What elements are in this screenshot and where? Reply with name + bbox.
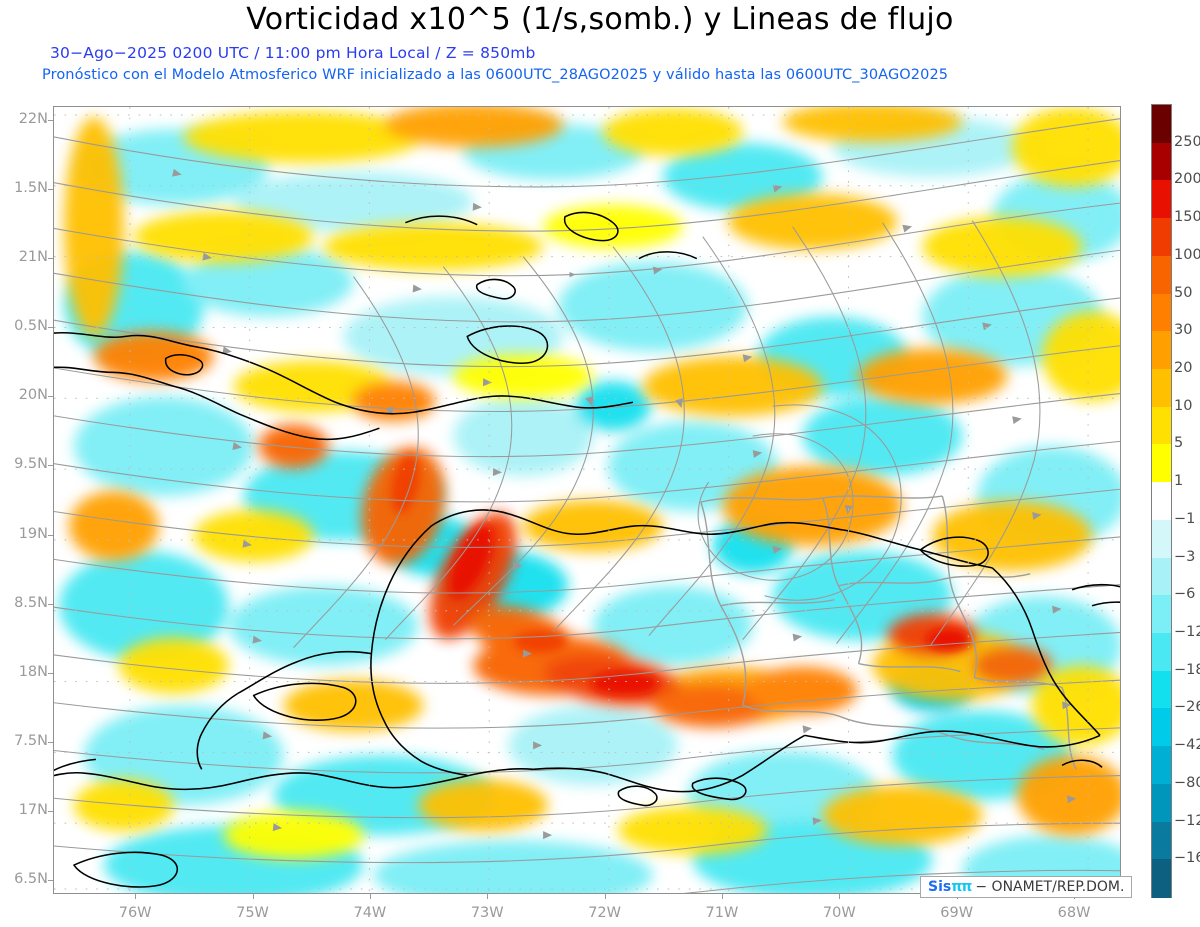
subtitle-model-info: Pronóstico con el Modelo Atmosferico WRF…	[42, 67, 949, 83]
colorbar-tick-label: −18	[1174, 661, 1200, 678]
colorbar-tick-label: 20	[1174, 360, 1193, 376]
colorbar-band	[1152, 255, 1171, 295]
lon-tick-mark	[721, 894, 723, 899]
colorbar-tick-label: 5	[1174, 435, 1184, 452]
lat-tick-mark	[48, 188, 53, 190]
colorbar-band	[1152, 595, 1171, 634]
lon-tick-mark	[487, 894, 489, 899]
colorbar-band	[1152, 142, 1171, 182]
lat-tick-mark	[48, 603, 53, 605]
colorbar-band	[1152, 783, 1171, 823]
colorbar-tick-label: −120	[1174, 812, 1200, 829]
lat-tick-mark	[48, 672, 53, 674]
lat-tick-mark	[48, 258, 53, 260]
lat-tick-label: 0.5N	[14, 318, 48, 335]
lon-tick-label: 72W	[588, 905, 621, 921]
vorticity-colorbar	[1151, 104, 1172, 898]
colorbar-band	[1152, 859, 1171, 898]
attribution-badge: Sis ππ − ONAMET/REP.DOM.	[920, 876, 1133, 898]
lat-tick-label: 20N	[18, 387, 48, 404]
lat-tick-mark	[48, 396, 53, 398]
lat-tick-label: 1.5N	[14, 179, 48, 196]
lon-tick-label: 69W	[940, 905, 974, 921]
colorbar-tick-label: −80	[1174, 774, 1200, 791]
colorbar-band	[1152, 633, 1171, 672]
colorbar-band	[1152, 331, 1171, 370]
colorbar-band	[1152, 557, 1171, 596]
lon-tick-label: 76W	[118, 905, 152, 921]
lat-tick-mark	[48, 534, 53, 536]
colorbar-tick-label: 100	[1174, 246, 1200, 263]
colorbar-band	[1152, 369, 1171, 408]
lat-tick-mark	[48, 811, 53, 813]
lat-tick-label: 19N	[18, 525, 48, 542]
colorbar-tick-label: −3	[1174, 548, 1196, 565]
colorbar-tick-label: 30	[1174, 322, 1193, 339]
lon-tick-label: 73W	[470, 905, 504, 921]
lat-tick-label: 21N	[18, 249, 48, 266]
lat-tick-mark	[48, 327, 53, 329]
colorbar-band	[1152, 105, 1171, 144]
lat-tick-mark	[48, 465, 53, 467]
colorbar-band	[1152, 218, 1171, 257]
lon-tick-label: 75W	[236, 905, 269, 921]
lon-tick-mark	[839, 894, 841, 899]
lon-tick-mark	[369, 894, 371, 899]
colorbar-band	[1152, 708, 1171, 747]
subtitle-datetime: 30−Ago−2025 0200 UTC / 11:00 pm Hora Loc…	[50, 44, 536, 62]
colorbar-band	[1152, 519, 1171, 559]
colorbar-band	[1152, 821, 1171, 860]
map-plot-area	[53, 106, 1121, 894]
lat-tick-mark	[48, 880, 53, 882]
admin-borders	[700, 495, 1077, 770]
lat-tick-mark	[48, 119, 53, 121]
lon-tick-label: 71W	[705, 905, 739, 921]
lon-tick-mark	[604, 894, 606, 899]
lat-tick-label: 6.5N	[14, 871, 48, 888]
colorbar-band	[1152, 746, 1171, 785]
weather-map-canvas	[54, 107, 1120, 893]
colorbar-tick-label: −6	[1174, 586, 1196, 603]
colorbar-tick-label: −26	[1174, 699, 1200, 716]
lon-tick-label: 70W	[822, 905, 856, 921]
lat-tick-mark	[48, 741, 53, 743]
attribution-sis-text: Sis	[928, 879, 952, 895]
colorbar-tick-label: 1	[1174, 473, 1184, 490]
colorbar-tick-label: 50	[1174, 284, 1193, 301]
colorbar-band	[1152, 406, 1171, 446]
attribution-agency-text: − ONAMET/REP.DOM.	[975, 879, 1125, 895]
coastlines	[54, 211, 1120, 888]
lon-tick-mark	[252, 894, 254, 899]
lat-tick-label: 8.5N	[14, 594, 48, 611]
colorbar-tick-label: −160	[1174, 850, 1200, 867]
lat-tick-label: 17N	[18, 802, 48, 819]
lon-tick-label: 68W	[1057, 905, 1091, 921]
colorbar-band	[1152, 180, 1171, 219]
lat-tick-label: 18N	[18, 663, 48, 680]
lon-tick-label: 74W	[353, 905, 387, 921]
colorbar-tick-label: 200	[1174, 171, 1200, 188]
page-title: Vorticidad x10^5 (1/s,somb.) y Lineas de…	[246, 2, 954, 37]
colorbar-tick-label: −1	[1174, 510, 1196, 527]
colorbar-band	[1152, 293, 1171, 332]
colorbar-band	[1152, 482, 1171, 521]
title-block: Vorticidad x10^5 (1/s,somb.) y Lineas de…	[0, 0, 1200, 96]
lat-tick-label: 9.5N	[14, 456, 48, 473]
colorbar-tick-label: 10	[1174, 397, 1193, 414]
colorbar-tick-label: −42	[1174, 737, 1200, 754]
colorbar-tick-label: 250	[1174, 133, 1200, 150]
colorbar-band	[1152, 670, 1171, 710]
lon-tick-mark	[135, 894, 137, 899]
lat-tick-label: 7.5N	[14, 732, 48, 749]
lat-tick-label: 22N	[18, 110, 48, 127]
colorbar-tick-label: −12	[1174, 624, 1200, 640]
colorbar-tick-label: 150	[1174, 209, 1200, 226]
attribution-pi-icon: ππ	[951, 879, 972, 895]
colorbar-band	[1152, 444, 1171, 483]
